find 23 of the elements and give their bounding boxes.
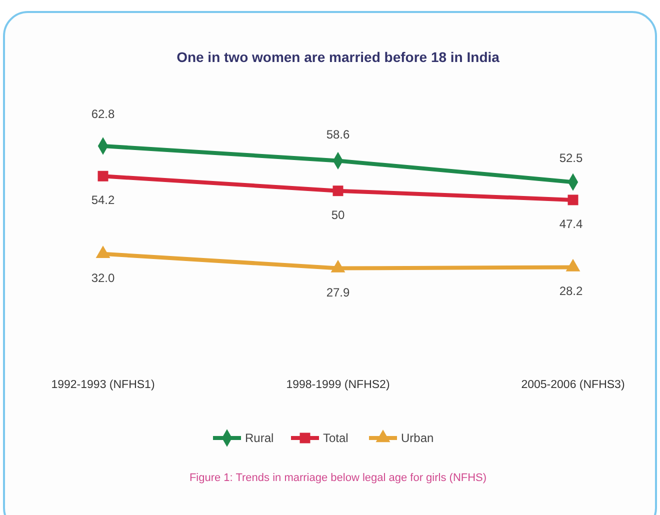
data-label: 50 xyxy=(331,208,345,222)
data-label: 32.0 xyxy=(91,270,115,285)
point xyxy=(566,258,580,272)
chart-title: One in two women are married before 18 in India xyxy=(176,49,500,65)
x-tick-label: 1998-1999 (NFHS2) xyxy=(286,379,390,391)
data-label: 58.6 xyxy=(326,128,350,142)
legend-label: Urban xyxy=(401,431,434,445)
x-tick-label: 2005-2006 (NFHS3) xyxy=(521,379,625,391)
data-label: 27.9 xyxy=(326,285,350,300)
data-label: 62.8 xyxy=(91,107,115,121)
legend-label: Total xyxy=(323,431,348,445)
legend-label: Rural xyxy=(245,431,274,445)
point xyxy=(568,194,578,206)
data-label: 47.4 xyxy=(559,216,583,231)
data-label: 54.2 xyxy=(91,193,115,208)
point xyxy=(330,260,346,272)
data-label: 28.2 xyxy=(559,284,583,298)
point xyxy=(332,186,344,196)
caption: Figure 1: Trends in marriage below legal age for girls (NFHS) xyxy=(189,472,487,484)
point xyxy=(98,170,108,182)
point xyxy=(96,246,110,258)
data-label: 52.5 xyxy=(559,151,583,166)
x-tick-label: 1992-1993 (NFHS1) xyxy=(51,379,155,391)
